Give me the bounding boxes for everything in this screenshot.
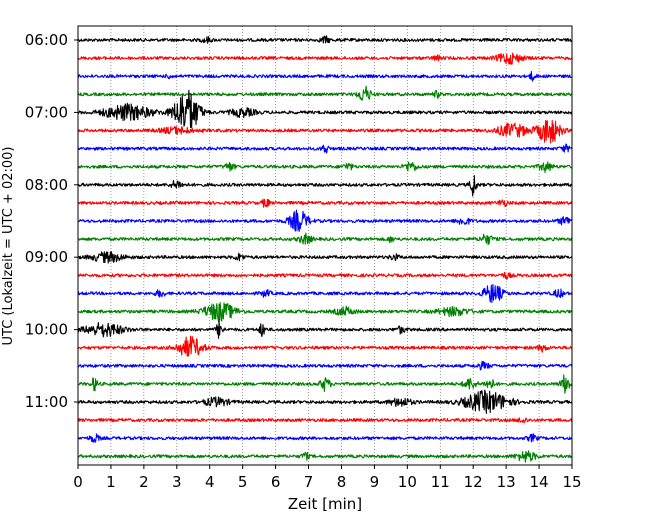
vertical-gridlines [110,26,540,465]
trace-1115 [77,417,573,424]
x-tick-label: 12 [464,473,483,491]
y-tick-label: 07:00 [25,103,68,121]
x-tick-label: 7 [304,473,314,491]
trace-0730 [77,143,573,154]
trace-0630 [77,71,573,82]
x-tick-label: 14 [530,473,549,491]
y-tick-label: 08:00 [25,176,68,194]
trace-0830 [77,209,573,232]
x-tick-label: 9 [370,473,380,491]
trace-0945 [77,302,573,322]
trace-0645 [77,85,573,101]
plot-frame [77,25,573,466]
x-tick-label: 11 [431,473,450,491]
trace-0715 [77,119,573,144]
x-tick-label: 6 [271,473,281,491]
trace-0815 [77,198,573,208]
y-axis-ticks: 06:00 07:00 08:00 09:00 10:00 11:00 [25,31,78,411]
y-axis-label: UTC (Lokalzeit = UTC + 02:00) [1,147,16,346]
trace-1000 [77,319,573,339]
y-tick-label: 11:00 [25,393,68,411]
x-tick-label: 3 [172,473,182,491]
trace-1145 [77,450,573,463]
x-tick-label: 0 [73,473,83,491]
trace-0600 [77,35,573,44]
x-tick-label: 15 [562,473,581,491]
seismogram-traces [77,35,573,463]
x-axis-label: Zeit [min] [288,495,362,513]
trace-0615 [77,52,573,65]
trace-1015 [77,335,573,357]
x-tick-label: 5 [238,473,248,491]
x-tick-label: 10 [398,473,417,491]
trace-0930 [77,283,573,304]
trace-1030 [77,360,573,371]
x-tick-label: 1 [106,473,116,491]
x-axis-ticks: 0 1 2 3 4 5 6 7 8 9 10 11 12 13 14 15 [73,465,582,491]
trace-0900 [77,251,573,264]
x-tick-label: 2 [139,473,149,491]
x-tick-label: 8 [337,473,347,491]
y-tick-label: 09:00 [25,248,68,266]
trace-0915 [77,271,573,280]
trace-0800 [77,175,573,197]
trace-0845 [77,232,573,245]
trace-1100 [77,389,573,414]
trace-0700 [77,89,573,128]
x-tick-label: 13 [497,473,516,491]
y-tick-label: 06:00 [25,31,68,49]
trace-0745 [77,161,573,174]
trace-1045 [77,374,573,394]
trace-1130 [77,433,573,443]
x-tick-label: 4 [205,473,215,491]
y-tick-label: 10:00 [25,321,68,339]
